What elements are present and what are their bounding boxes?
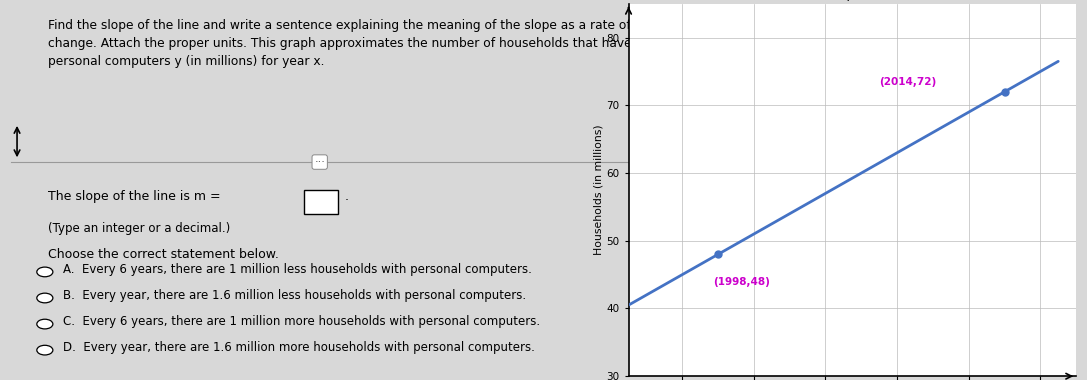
FancyBboxPatch shape [304, 190, 338, 214]
Text: .: . [345, 190, 349, 203]
Circle shape [37, 319, 53, 329]
Title: Households with Personal
Computers: Households with Personal Computers [772, 0, 933, 1]
Text: Find the slope of the line and write a sentence explaining the meaning of the sl: Find the slope of the line and write a s… [48, 19, 632, 68]
Text: The slope of the line is m =: The slope of the line is m = [48, 190, 225, 203]
Text: (2014,72): (2014,72) [879, 77, 936, 87]
Text: C.  Every 6 years, there are 1 million more households with personal computers.: C. Every 6 years, there are 1 million mo… [63, 315, 540, 328]
Text: B.  Every year, there are 1.6 million less households with personal computers.: B. Every year, there are 1.6 million les… [63, 289, 526, 302]
Text: (Type an integer or a decimal.): (Type an integer or a decimal.) [48, 222, 230, 235]
Text: ···: ··· [314, 157, 325, 167]
Text: D.  Every year, there are 1.6 million more households with personal computers.: D. Every year, there are 1.6 million mor… [63, 341, 535, 354]
Text: Choose the correct statement below.: Choose the correct statement below. [48, 248, 278, 261]
Text: A.  Every 6 years, there are 1 million less households with personal computers.: A. Every 6 years, there are 1 million le… [63, 263, 533, 276]
Text: (1998,48): (1998,48) [713, 277, 770, 287]
Circle shape [37, 267, 53, 277]
Circle shape [37, 345, 53, 355]
Y-axis label: Households (in millions): Households (in millions) [594, 125, 603, 255]
Circle shape [37, 293, 53, 303]
